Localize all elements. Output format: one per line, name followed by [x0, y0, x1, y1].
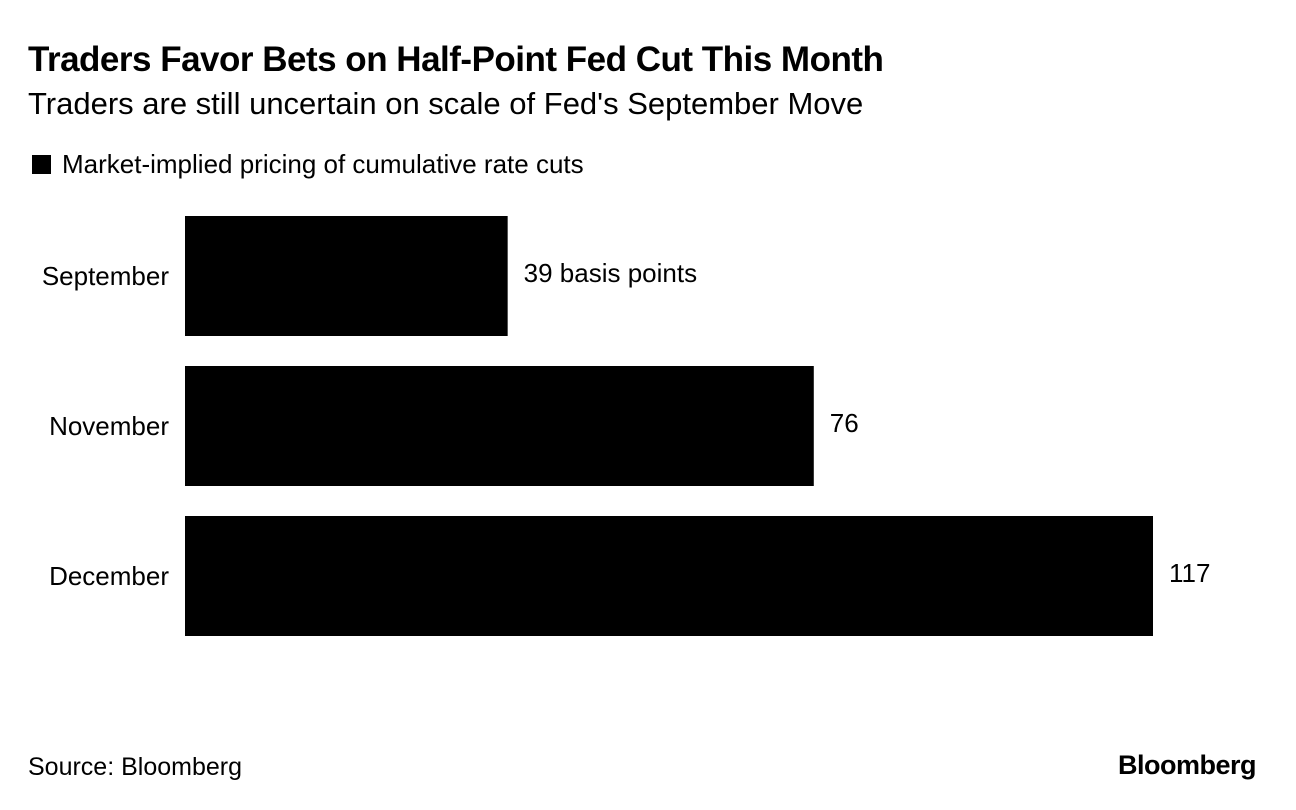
legend-swatch	[32, 154, 51, 174]
category-label-december: December	[49, 561, 169, 591]
bar-december	[185, 516, 1153, 636]
data-label-november: 76	[830, 408, 859, 438]
bar-september	[185, 216, 508, 336]
bar-november	[185, 366, 814, 486]
data-label-september: 39 basis points	[524, 258, 697, 288]
category-label-september: September	[42, 261, 170, 291]
brand-logo: Bloomberg	[1117, 750, 1257, 780]
chart-title: Traders Favor Bets on Half-Point Fed Cut…	[28, 40, 884, 79]
legend-label: Market-implied pricing of cumulative rat…	[62, 148, 584, 179]
chart-subtitle: Traders are still uncertain on scale of …	[28, 86, 864, 121]
category-label-november: November	[49, 411, 169, 441]
bar-chart: September 39 basis points November 76 Decemb…	[42, 216, 1210, 636]
legend: Market-implied pricing of cumulative rat…	[32, 149, 584, 179]
source-note: Source: Bloomberg	[28, 753, 243, 781]
data-label-december: 117	[1169, 558, 1210, 588]
